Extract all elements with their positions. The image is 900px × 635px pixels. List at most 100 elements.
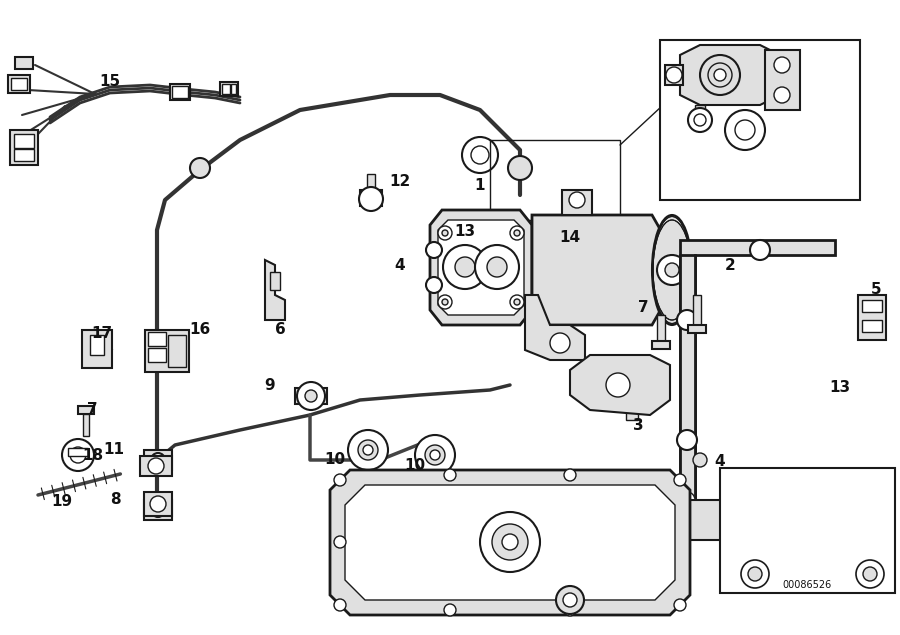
Text: 4: 4 [395,258,405,272]
Circle shape [693,453,707,467]
Bar [858,295,886,340]
Circle shape [471,146,489,164]
Bar [862,320,882,332]
Bar [270,272,280,290]
Circle shape [348,430,388,470]
Circle shape [438,226,452,240]
Circle shape [426,277,442,293]
Bar [78,406,94,414]
Text: 8: 8 [110,493,121,507]
Bar [680,255,695,535]
Text: 12: 12 [390,175,410,189]
Circle shape [510,226,524,240]
Bar [660,40,860,200]
Circle shape [556,586,584,614]
Circle shape [714,69,726,81]
Bar [144,492,172,516]
Circle shape [444,469,456,481]
Polygon shape [680,240,835,520]
Text: 11: 11 [104,443,124,457]
Polygon shape [525,295,585,360]
Bar [665,65,683,85]
Bar [170,84,190,100]
Bar [145,330,189,372]
Text: 17: 17 [92,326,112,342]
Circle shape [774,87,790,103]
Circle shape [688,108,712,132]
Text: 15: 15 [99,74,121,90]
Circle shape [750,240,770,260]
Text: 13: 13 [454,225,475,239]
Circle shape [480,512,540,572]
Bar [82,330,112,368]
Circle shape [563,593,577,607]
Bar [148,332,166,346]
Bar [172,86,188,98]
Circle shape [748,567,762,581]
Bar [83,414,89,436]
Circle shape [735,120,755,140]
Circle shape [151,503,165,517]
Bar [220,82,238,96]
Circle shape [475,245,519,289]
Bar [652,341,670,349]
Circle shape [674,474,686,486]
Circle shape [148,458,164,474]
Circle shape [514,230,520,236]
Circle shape [455,257,475,277]
Text: 16: 16 [189,323,211,337]
Bar [765,50,800,110]
Text: 10: 10 [404,457,426,472]
Text: 18: 18 [83,448,104,462]
Text: 10: 10 [324,453,346,467]
Circle shape [487,257,507,277]
Circle shape [564,469,576,481]
Circle shape [358,440,378,460]
Circle shape [508,156,532,180]
Circle shape [606,373,630,397]
Circle shape [679,492,695,508]
Circle shape [700,55,740,95]
Circle shape [444,604,456,616]
Text: 7: 7 [86,403,97,417]
Circle shape [443,245,487,289]
Bar [693,295,701,327]
Bar [140,456,172,476]
Circle shape [665,263,679,277]
Circle shape [426,242,442,258]
Bar [168,335,186,367]
Text: 00086526: 00086526 [782,580,832,590]
Circle shape [657,255,687,285]
Polygon shape [430,210,532,325]
Circle shape [363,445,373,455]
Circle shape [502,534,518,550]
Circle shape [438,295,452,309]
Text: 9: 9 [265,377,275,392]
Polygon shape [532,215,672,325]
Bar [695,105,705,125]
Circle shape [666,67,682,83]
Circle shape [334,474,346,486]
Polygon shape [330,470,690,615]
Circle shape [442,230,448,236]
Bar [68,448,88,456]
Text: 6: 6 [274,323,285,337]
Ellipse shape [652,215,692,325]
Bar [626,390,638,420]
Text: 19: 19 [51,495,73,509]
Circle shape [430,450,440,460]
Bar [548,218,566,242]
Circle shape [610,368,654,412]
Polygon shape [345,485,675,600]
Text: 5: 5 [870,283,881,298]
Bar [90,335,104,355]
Text: 2: 2 [724,258,735,272]
Bar [222,84,230,94]
Bar [148,348,166,362]
Circle shape [550,333,570,353]
Circle shape [674,599,686,611]
Circle shape [514,299,520,305]
Polygon shape [438,220,524,315]
Bar [231,84,236,94]
Bar [295,388,327,404]
